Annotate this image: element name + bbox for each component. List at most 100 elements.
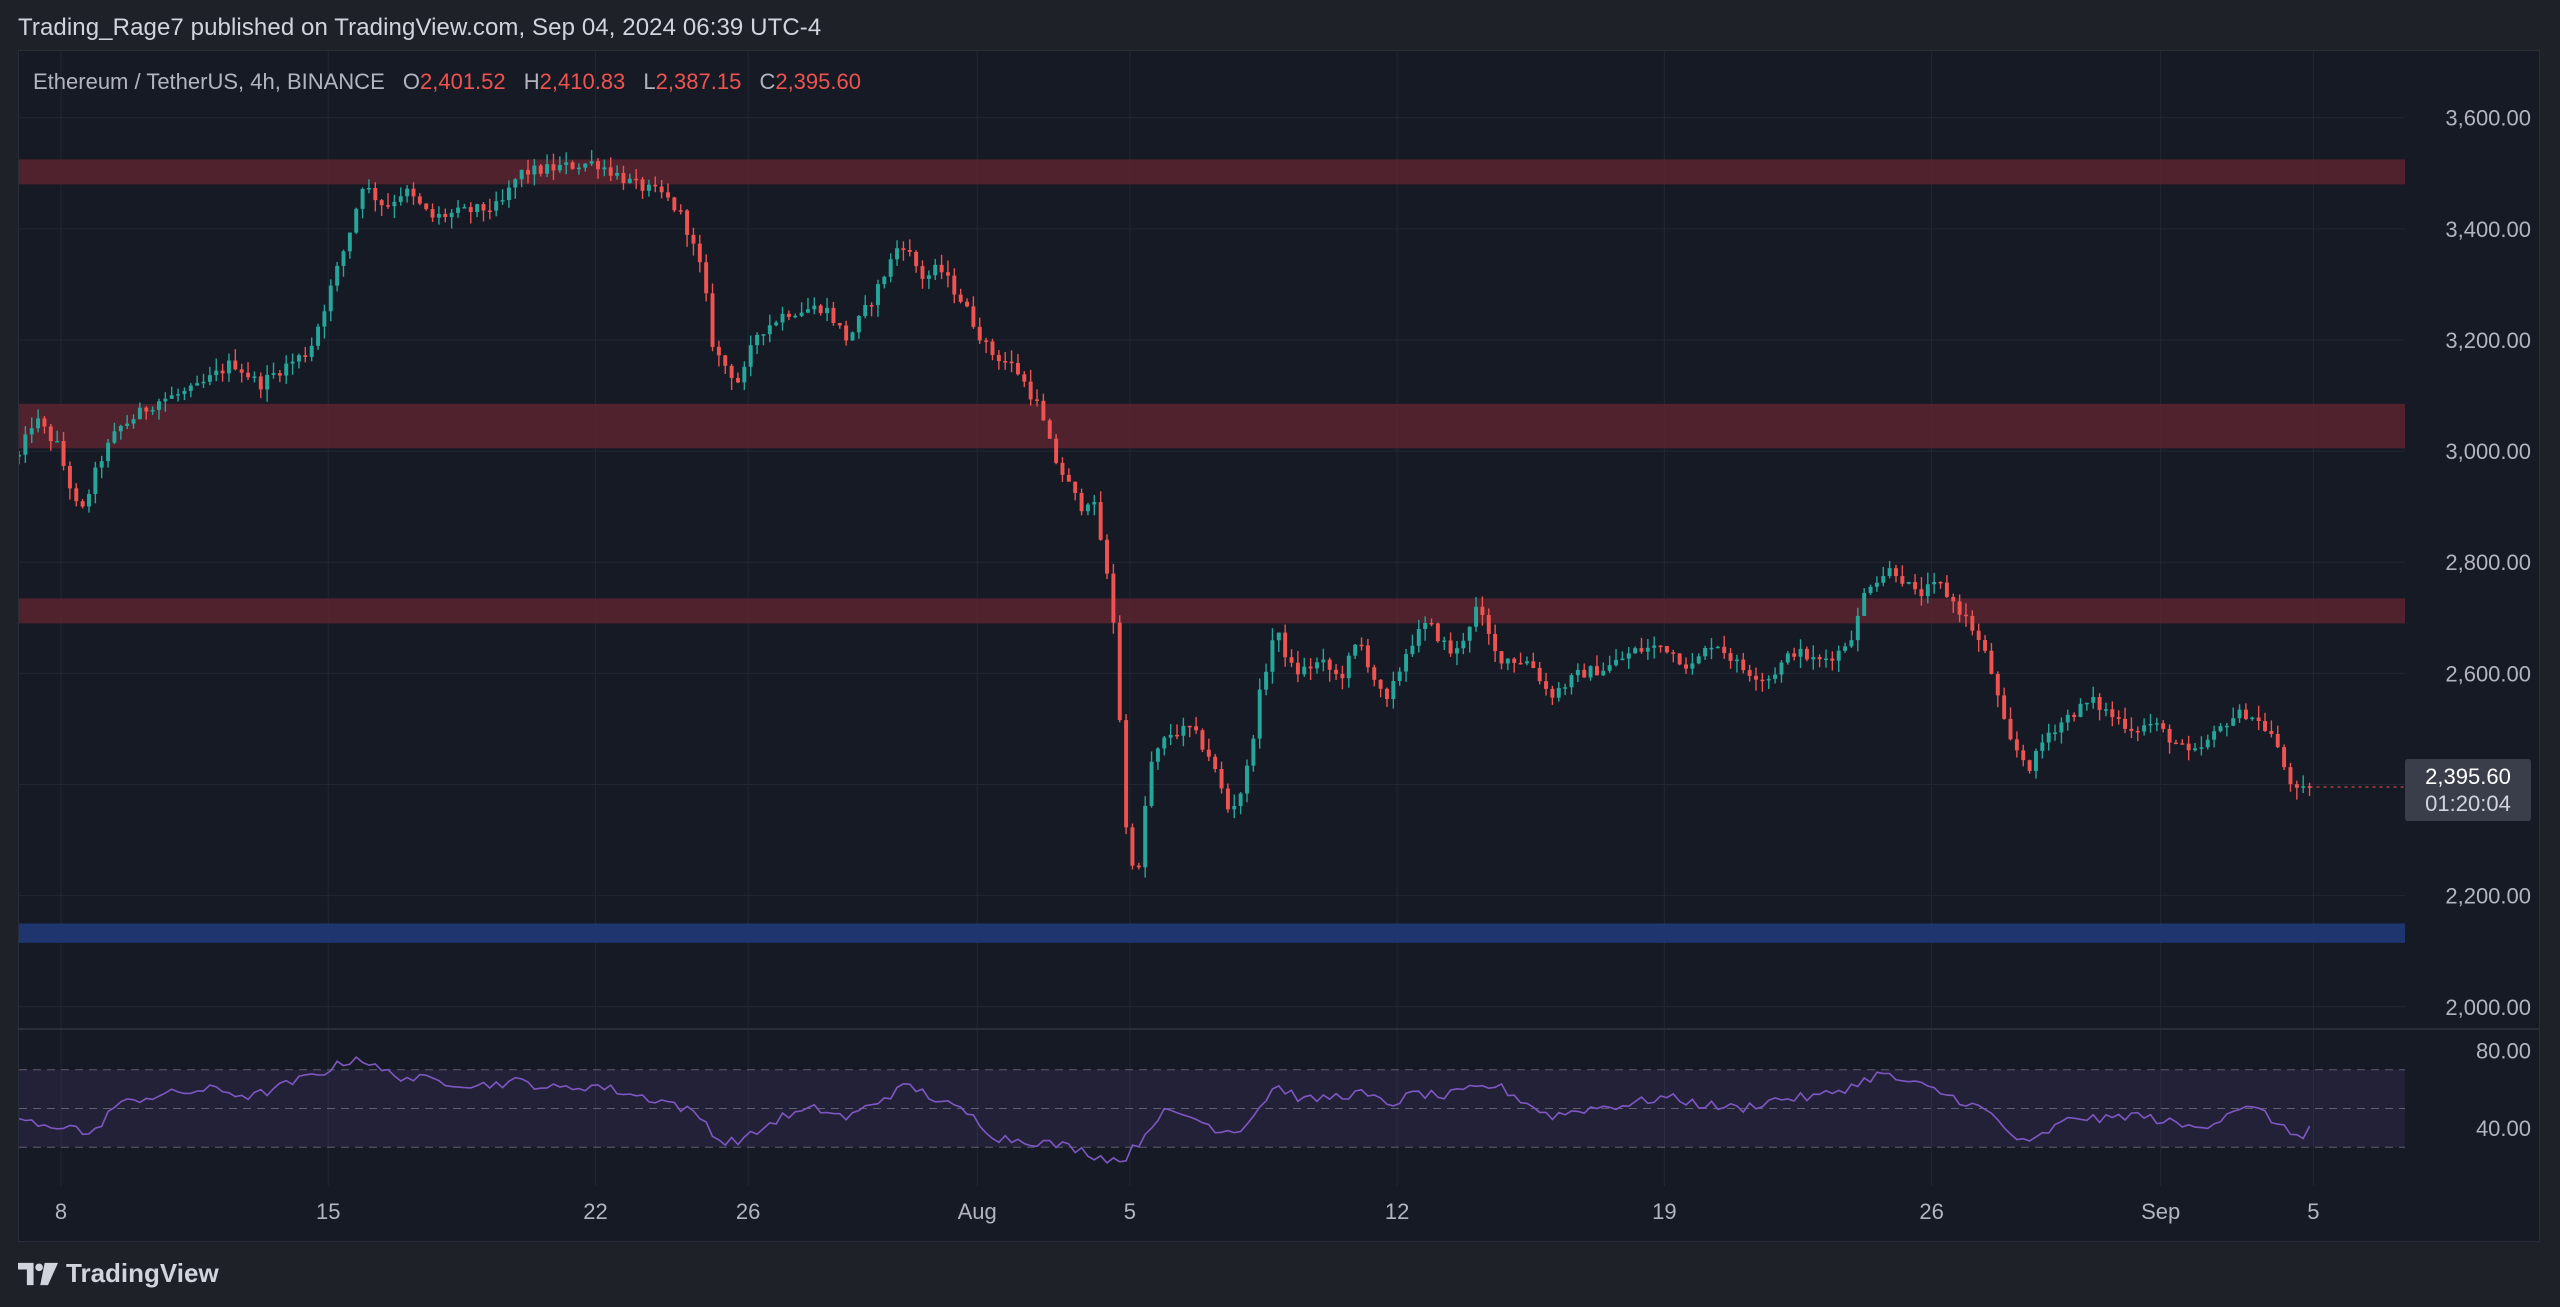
candle-body[interactable] [666, 192, 670, 198]
candle-body[interactable] [443, 213, 448, 218]
candle-body[interactable] [1964, 614, 1968, 617]
candle-body[interactable] [742, 366, 747, 383]
candle-body[interactable] [392, 201, 397, 207]
candle-body[interactable] [233, 360, 238, 370]
candle-body[interactable] [201, 381, 206, 384]
candle-body[interactable] [2110, 709, 2115, 718]
candle-body[interactable] [335, 265, 340, 286]
candle-body[interactable] [1843, 646, 1848, 651]
candle-body[interactable] [1302, 666, 1307, 675]
candle-body[interactable] [1862, 592, 1867, 616]
candle-body[interactable] [1365, 645, 1370, 668]
candle-body[interactable] [1760, 679, 1765, 682]
candle-body[interactable] [1747, 670, 1752, 676]
candle-body[interactable] [748, 345, 753, 367]
candle-body[interactable] [2097, 697, 2102, 710]
candle-body[interactable] [1537, 667, 1542, 682]
candle-body[interactable] [1276, 632, 1281, 641]
candle-body[interactable] [627, 178, 632, 184]
candle-body[interactable] [1295, 662, 1300, 675]
candle-body[interactable] [2269, 730, 2274, 734]
candle-body[interactable] [1054, 438, 1059, 463]
candle-body[interactable] [2154, 723, 2159, 725]
candle-body[interactable] [1881, 576, 1886, 583]
candle-body[interactable] [379, 200, 384, 206]
candle-body[interactable] [1257, 689, 1262, 739]
candle-body[interactable] [2142, 725, 2147, 732]
candle-body[interactable] [1594, 666, 1599, 676]
candle-body[interactable] [309, 345, 314, 357]
candle-body[interactable] [417, 196, 422, 204]
candle-body[interactable] [424, 203, 429, 210]
candle-body[interactable] [2053, 732, 2058, 734]
candle-body[interactable] [1919, 589, 1924, 597]
candle-body[interactable] [2021, 750, 2026, 761]
candle-body[interactable] [1041, 400, 1046, 421]
candle-body[interactable] [965, 301, 970, 307]
candle-body[interactable] [856, 316, 861, 333]
candle-body[interactable] [1060, 462, 1065, 475]
candle-body[interactable] [1677, 653, 1682, 665]
candle-body[interactable] [131, 419, 136, 424]
candle-body[interactable] [2161, 723, 2166, 729]
candle-body[interactable] [958, 294, 963, 302]
candle-body[interactable] [1283, 632, 1288, 658]
candle-body[interactable] [691, 234, 696, 244]
candle-body[interactable] [1423, 622, 1428, 629]
candle-body[interactable] [1372, 667, 1377, 680]
candle-body[interactable] [475, 204, 480, 213]
candle-body[interactable] [2301, 786, 2306, 788]
candle-body[interactable] [596, 161, 600, 170]
candle-body[interactable] [1709, 647, 1714, 650]
chart-svg[interactable]: 3,600.00 3,400.00 3,200.00 3,000.00 2,800.00… [19, 51, 2539, 1241]
candle-body[interactable] [875, 284, 880, 306]
candle-body[interactable] [1887, 568, 1892, 577]
candle-body[interactable] [1480, 606, 1485, 615]
candle-body[interactable] [1703, 647, 1708, 657]
candle-body[interactable] [1232, 805, 1237, 810]
candle-body[interactable] [2148, 723, 2153, 726]
candle-body[interactable] [188, 385, 193, 391]
candle-body[interactable] [265, 374, 270, 390]
candle-body[interactable] [1722, 646, 1727, 654]
candle-body[interactable] [1633, 648, 1638, 654]
candle-body[interactable] [1022, 374, 1027, 382]
candle-body[interactable] [1983, 640, 1988, 651]
candle-body[interactable] [634, 178, 639, 181]
candle-body[interactable] [704, 262, 709, 294]
candle-body[interactable] [2237, 709, 2242, 719]
candle-body[interactable] [61, 440, 66, 466]
candle-body[interactable] [258, 376, 263, 390]
candle-body[interactable] [1264, 671, 1269, 690]
candle-body[interactable] [1467, 626, 1472, 641]
candle-body[interactable] [1601, 670, 1606, 676]
candle-body[interactable] [1556, 687, 1561, 698]
candle-body[interactable] [487, 210, 492, 212]
candle-body[interactable] [29, 428, 34, 435]
candle-body[interactable] [1175, 734, 1179, 737]
candle-body[interactable] [1085, 504, 1090, 512]
candle-body[interactable] [608, 167, 613, 176]
candle-body[interactable] [1378, 679, 1383, 689]
candle-body[interactable] [1658, 645, 1663, 648]
candle-body[interactable] [545, 164, 550, 174]
candle-body[interactable] [1047, 420, 1052, 439]
candle-body[interactable] [150, 409, 155, 412]
candle-body[interactable] [506, 187, 511, 201]
candle-body[interactable] [144, 407, 149, 412]
candle-body[interactable] [2008, 718, 2013, 740]
candle-body[interactable] [1913, 582, 1918, 590]
candle-body[interactable] [316, 326, 321, 346]
candle-body[interactable] [106, 442, 111, 462]
candle-body[interactable] [602, 167, 607, 170]
candle-body[interactable] [621, 173, 626, 184]
candle-body[interactable] [863, 304, 868, 317]
candle-body[interactable] [74, 488, 79, 502]
candle-body[interactable] [1238, 793, 1243, 806]
candle-body[interactable] [1588, 666, 1593, 678]
candle-body[interactable] [1225, 788, 1230, 810]
candle-body[interactable] [1550, 688, 1555, 698]
candle-body[interactable] [1575, 669, 1580, 676]
candle-body[interactable] [2263, 721, 2267, 731]
candle-body[interactable] [1518, 662, 1523, 665]
